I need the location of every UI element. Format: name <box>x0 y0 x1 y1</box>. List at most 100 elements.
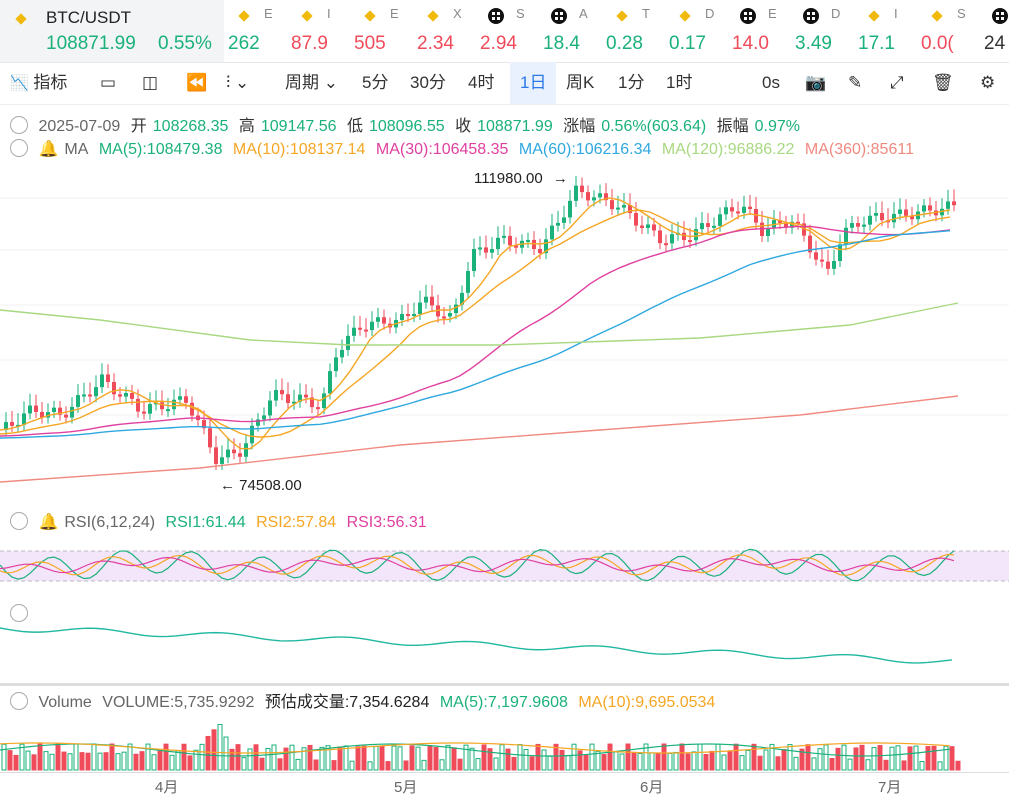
chevron-down-icon[interactable] <box>10 512 28 530</box>
volume-bar <box>415 746 421 771</box>
volume-bar <box>301 747 307 771</box>
volume-bar <box>547 755 553 771</box>
candlestick-chart[interactable] <box>0 160 1009 505</box>
layout-icon[interactable]: ◫ <box>142 73 159 92</box>
candle-type-button[interactable]: ⫶ ⌄ <box>226 73 250 92</box>
interval-0[interactable]: 5分 <box>362 73 389 92</box>
volume-bar <box>877 745 883 771</box>
candle <box>412 313 416 316</box>
volume-bar <box>241 757 247 771</box>
volume-bar <box>277 758 283 771</box>
chevron-right-icon[interactable] <box>10 604 28 622</box>
x-axis-label: 7月 <box>878 779 902 796</box>
candle <box>664 243 668 246</box>
candle <box>364 329 368 332</box>
secondary-indicator-chart[interactable] <box>0 598 1009 683</box>
candle <box>532 239 536 250</box>
chg-label: 涨幅 <box>563 118 596 135</box>
volume-bar <box>199 743 205 771</box>
low-mark: ← 74508.00 <box>220 477 302 494</box>
candle <box>448 313 452 317</box>
indicator-button[interactable]: 📉 指标 <box>10 62 67 104</box>
ticker-item[interactable]: I 17.1 <box>856 0 922 62</box>
ticker-item[interactable]: X 2.34 <box>415 0 481 62</box>
volume-bar <box>589 743 595 771</box>
volume-bar <box>631 751 637 771</box>
indicator-line <box>0 395 959 483</box>
ticker-item[interactable]: D 3.49 <box>793 0 859 62</box>
interval-4[interactable]: 周K <box>566 73 595 92</box>
chevron-down-icon[interactable] <box>10 116 28 134</box>
volume-bar <box>727 750 733 771</box>
candle <box>640 225 644 228</box>
bnb-icon <box>616 10 628 22</box>
volume-bar <box>889 746 895 771</box>
interval-6[interactable]: 1时 <box>666 73 693 92</box>
bnb-icon <box>427 10 439 22</box>
candle <box>238 453 242 457</box>
ticker-item[interactable]: T 0.28 <box>604 0 670 62</box>
candle <box>892 213 896 223</box>
calendar-icon[interactable]: ▭ <box>100 73 117 92</box>
volume-bar <box>337 746 343 771</box>
ticker-item[interactable]: 24 <box>982 0 1009 62</box>
volume-bar <box>553 743 559 771</box>
ticker-item[interactable]: A 18.4 <box>541 0 607 62</box>
chevron-down-icon[interactable] <box>10 139 28 157</box>
candle <box>22 413 26 425</box>
chevron-down-icon[interactable] <box>10 692 28 710</box>
interval-5[interactable]: 1分 <box>618 73 645 92</box>
volume-bar <box>373 745 379 771</box>
ticker-item[interactable]: I 87.9 <box>289 0 355 62</box>
volume-bar <box>187 755 193 771</box>
volume-bar <box>409 745 415 771</box>
volume-bar <box>595 750 601 771</box>
candle <box>310 397 314 408</box>
rsi-label: RSI(6,12,24) <box>64 514 156 531</box>
camera-icon[interactable]: 📷 <box>805 73 827 92</box>
draw-icon[interactable]: ✎ <box>848 73 863 92</box>
pair-main[interactable]: BTC/USDT 108871.99 0.55% <box>0 0 224 62</box>
bell-icon[interactable]: 🔔 <box>38 141 59 158</box>
volume-bar <box>511 756 517 771</box>
ticker-value: 2.34 <box>417 33 454 54</box>
ticker-item[interactable]: D 0.17 <box>667 0 733 62</box>
pane-divider[interactable] <box>0 683 1009 686</box>
bnb-icon <box>868 10 880 22</box>
rewind-icon[interactable]: ⏪ <box>186 73 208 92</box>
ticker-item[interactable]: E 505 <box>352 0 418 62</box>
candle <box>832 261 836 269</box>
ticker-abbr: E <box>264 6 273 21</box>
settings-icon[interactable]: ⚙ <box>980 73 996 92</box>
volume-bar <box>709 750 715 771</box>
bell-icon[interactable]: 🔔 <box>38 514 59 531</box>
ticker-item[interactable]: S 2.94 <box>478 0 544 62</box>
expand-icon[interactable]: ⤢ <box>890 73 904 92</box>
high-value: 109147.56 <box>260 118 337 135</box>
interval-2[interactable]: 4时 <box>468 73 495 92</box>
candle <box>106 374 110 382</box>
okx-icon <box>740 8 756 24</box>
period-dropdown[interactable]: 周期 ⌄ <box>285 73 338 92</box>
candle <box>538 249 542 254</box>
volume-bar <box>31 754 37 771</box>
volume-bar <box>355 746 361 771</box>
ticker-value: 0.28 <box>606 33 643 54</box>
trash-icon[interactable]: 🗑 <box>932 73 954 92</box>
interval-3[interactable]: 1日 <box>510 62 557 104</box>
volume-bar <box>163 743 169 771</box>
ticker-item[interactable]: E 14.0 <box>730 0 796 62</box>
ticker-item[interactable]: E 262 <box>226 0 292 62</box>
volume-bar <box>805 744 811 771</box>
volume-bar <box>577 750 583 771</box>
volume-chart[interactable] <box>0 710 1009 772</box>
candle <box>40 411 44 418</box>
volume-bar <box>859 744 865 771</box>
candle <box>376 317 380 322</box>
interval-1[interactable]: 30分 <box>410 73 446 92</box>
candle <box>382 317 386 324</box>
ohlc-legend: 2025-07-09 开 108268.35 高 109147.56 低 108096… <box>10 112 806 136</box>
ticker-item[interactable]: S 0.0( <box>919 0 985 62</box>
volume-bar <box>7 750 13 771</box>
rsi-chart[interactable] <box>0 535 1009 595</box>
